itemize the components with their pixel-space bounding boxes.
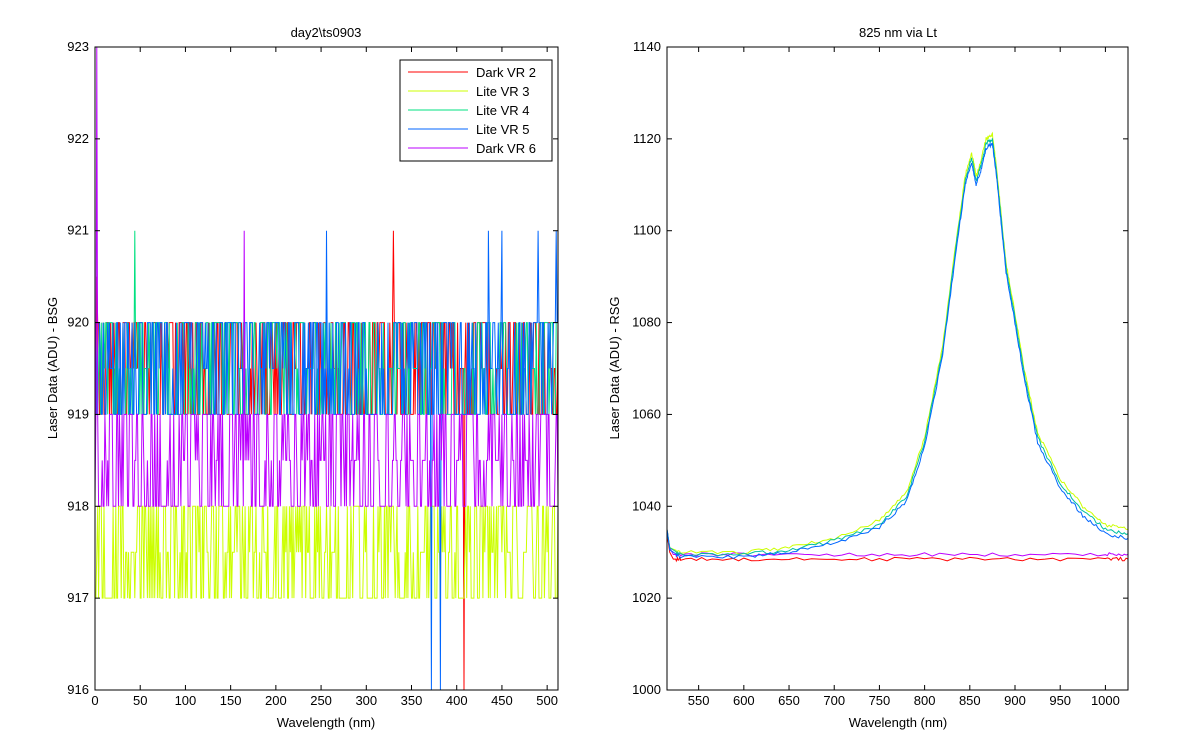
chart-right-xtick-label: 650 xyxy=(778,693,800,708)
chart-left-ytick-label: 918 xyxy=(67,498,89,513)
chart-left-series-5 xyxy=(95,47,558,507)
chart-left-xtick-label: 300 xyxy=(355,693,377,708)
chart-left-axes-frame xyxy=(94,46,559,691)
chart-right-xlabel: Wavelength (nm) xyxy=(849,715,948,730)
chart-left-ytick-label: 917 xyxy=(67,590,89,605)
chart-right-ylabel: Laser Data (ADU) - RSG xyxy=(607,296,622,439)
chart-left-ytick-label: 919 xyxy=(67,406,89,421)
chart-left-xtick-label: 500 xyxy=(536,693,558,708)
chart-right-axes-frame xyxy=(666,46,1129,691)
chart-left-xlabel: Wavelength (nm) xyxy=(277,715,376,730)
chart-right-series-3 xyxy=(667,131,1128,555)
chart-right-xtick-label: 600 xyxy=(733,693,755,708)
chart-right-ytick-label: 1100 xyxy=(633,223,661,238)
chart-right-ytick-label: 1000 xyxy=(632,682,661,697)
chart-right-xtick-label: 950 xyxy=(1049,693,1071,708)
chart-right: 825 nm via Lt Wavelength (nm) Laser Data… xyxy=(607,25,1129,730)
chart-left-ytick-label: 923 xyxy=(67,39,89,54)
chart-right-title: 825 nm via Lt xyxy=(859,25,937,40)
chart-left: day2\ts0903 Wavelength (nm) Laser Data (… xyxy=(45,25,559,730)
chart-left-xtick-label: 200 xyxy=(265,693,287,708)
chart-left-xtick-label: 250 xyxy=(310,693,332,708)
chart-left-xtick-label: 350 xyxy=(401,693,423,708)
chart-left-xtick-label: 150 xyxy=(220,693,242,708)
chart-left-xtick-label: 400 xyxy=(446,693,468,708)
chart-left-ylabel: Laser Data (ADU) - BSG xyxy=(45,297,60,439)
chart-right-series-5 xyxy=(667,141,1128,560)
chart-right-xtick-label: 800 xyxy=(914,693,936,708)
chart-left-ytick-label: 921 xyxy=(67,223,89,238)
chart-right-xtick-label: 1000 xyxy=(1091,693,1120,708)
chart-right-series-4 xyxy=(667,138,1128,557)
legend-label: Lite VR 4 xyxy=(476,103,529,118)
chart-right-series-1 xyxy=(667,533,1128,563)
chart-right-xtick-label: 900 xyxy=(1004,693,1026,708)
chart-left-series-group xyxy=(95,47,558,690)
chart-left-ytick-label: 916 xyxy=(67,682,89,697)
chart-right-ytick-label: 1080 xyxy=(632,315,661,330)
chart-left-xtick-label: 100 xyxy=(175,693,197,708)
chart-left-xtick-label: 0 xyxy=(91,693,98,708)
chart-right-ytick-label: 1120 xyxy=(633,131,661,146)
chart-left-series-2 xyxy=(95,505,558,599)
legend-label: Dark VR 6 xyxy=(476,141,536,156)
chart-left-title: day2\ts0903 xyxy=(291,25,362,40)
chart-right-xtick-label: 850 xyxy=(959,693,981,708)
chart-right-xtick-label: 700 xyxy=(823,693,845,708)
legend-label: Lite VR 5 xyxy=(476,122,529,137)
chart-right-ytick-label: 1060 xyxy=(632,406,661,421)
chart-left-xtick-label: 50 xyxy=(133,693,147,708)
chart-right-xtick-label: 550 xyxy=(688,693,710,708)
chart-left-ytick-label: 922 xyxy=(67,131,89,146)
legend-label: Dark VR 2 xyxy=(476,65,536,80)
chart-right-ytick-label: 1040 xyxy=(632,498,661,513)
legend: Dark VR 2 Lite VR 3 Lite VR 4 Lite VR 5 Dark… xyxy=(399,59,553,162)
chart-right-series-group xyxy=(667,131,1128,563)
chart-right-plot-area: 550 600 650 700 750 800 850 900 950 1000 1000 1020 1… xyxy=(632,39,1129,708)
chart-left-ytick-label: 920 xyxy=(67,315,89,330)
legend-label: Lite VR 3 xyxy=(476,84,529,99)
chart-right-ytick-label: 1020 xyxy=(632,590,661,605)
chart-left-series-4 xyxy=(95,230,558,690)
chart-left-xtick-label: 450 xyxy=(491,693,513,708)
chart-right-xtick-label: 750 xyxy=(869,693,891,708)
chart-left-plot-area: 0 50 100 150 200 250 300 350 400 450 500 916 917 918 9… xyxy=(67,39,559,708)
chart-right-ytick-label: 1140 xyxy=(633,39,661,54)
